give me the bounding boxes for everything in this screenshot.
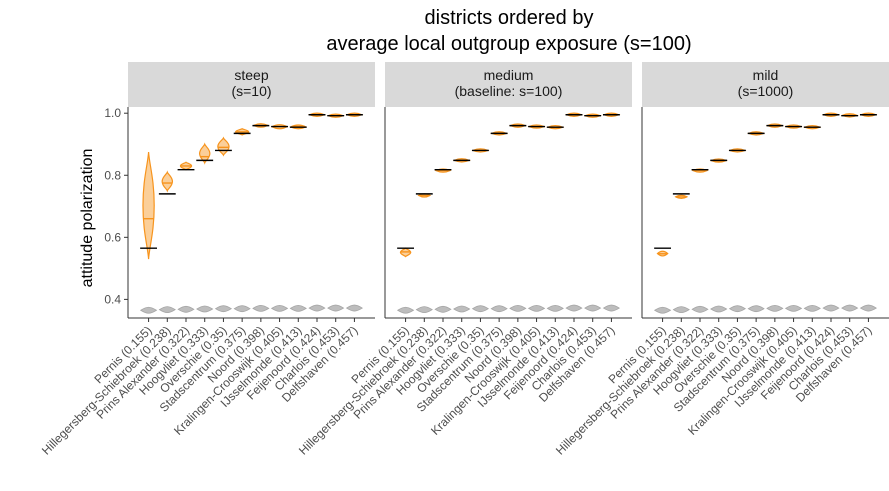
facet-strip-label: (s=10) [231, 83, 271, 99]
baseline-violin [252, 304, 270, 312]
baseline-violin [177, 305, 195, 313]
baseline-violin [158, 306, 176, 314]
facet-strip-label: (baseline: s=100) [455, 83, 563, 99]
baseline-violin [415, 306, 433, 314]
facet-strip [385, 62, 632, 107]
baseline-violin [710, 305, 728, 313]
baseline-violin [214, 305, 233, 313]
baseline-violin [784, 304, 803, 312]
y-tick-label: 1.0 [104, 106, 121, 120]
baseline-violin [859, 304, 878, 312]
baseline-violin [565, 304, 583, 312]
baseline-violin [653, 306, 672, 314]
baseline-violin [728, 305, 747, 313]
y-tick-label: 0.8 [104, 168, 121, 182]
facet-strip [642, 62, 889, 107]
baseline-violin [672, 306, 690, 314]
distribution-violin [161, 170, 174, 193]
baseline-violin [602, 304, 621, 312]
facet-strip-label: medium [484, 67, 534, 83]
chart-title-line-1: districts ordered by [425, 7, 594, 29]
baseline-violin [233, 305, 251, 313]
baseline-violin [546, 304, 564, 312]
baseline-violin [471, 305, 490, 313]
y-tick-label: 0.6 [104, 230, 121, 244]
baseline-violin [822, 304, 840, 312]
baseline-violin [139, 306, 158, 314]
distribution-violin [198, 142, 211, 165]
baseline-violin [327, 304, 345, 312]
facet-strip-label: (s=1000) [738, 83, 794, 99]
y-axis-title: attitude polarization [79, 149, 96, 288]
distribution-violin [142, 151, 155, 260]
baseline-violin [509, 304, 527, 312]
baseline-violin [345, 304, 364, 312]
baseline-violin [289, 304, 307, 312]
baseline-violin [308, 304, 326, 312]
baseline-violin [434, 305, 452, 313]
baseline-violin [747, 305, 765, 313]
baseline-violin [691, 305, 709, 313]
facet-strip [128, 62, 375, 107]
baseline-violin [803, 304, 821, 312]
baseline-violin [453, 305, 471, 313]
baseline-violin [270, 304, 289, 312]
baseline-violin [841, 304, 859, 312]
baseline-violin [766, 304, 784, 312]
baseline-violin [196, 305, 214, 313]
chart-title-line-2: average local outgroup exposure (s=100) [326, 33, 691, 55]
baseline-violin [490, 305, 508, 313]
facet-strip-label: mild [753, 67, 779, 83]
baseline-violin [584, 304, 602, 312]
facet-strip-label: steep [234, 67, 268, 83]
y-tick-label: 0.4 [104, 292, 121, 306]
baseline-violin [527, 304, 546, 312]
baseline-violin [396, 306, 415, 314]
distribution-violin [217, 136, 230, 157]
